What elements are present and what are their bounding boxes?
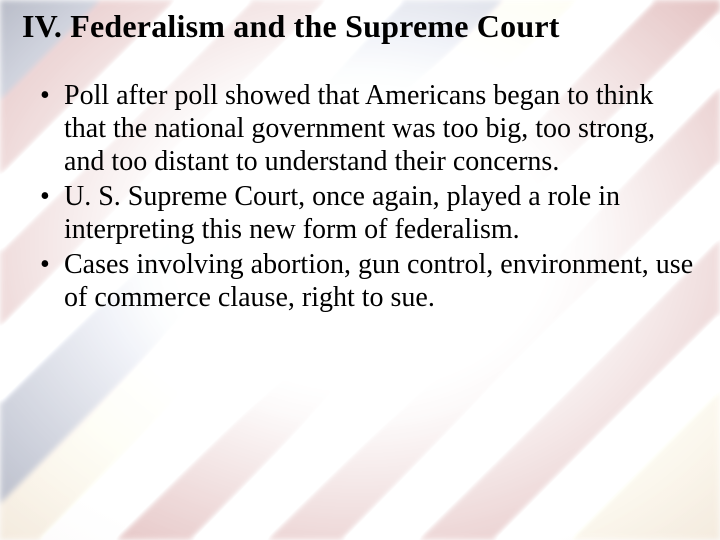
list-item: Cases involving abortion, gun control, e… [40, 248, 698, 314]
list-item: Poll after poll showed that Americans be… [40, 79, 698, 178]
slide-title: IV. Federalism and the Supreme Court [22, 8, 698, 45]
slide-content: IV. Federalism and the Supreme Court Pol… [0, 0, 720, 540]
list-item: U. S. Supreme Court, once again, played … [40, 180, 698, 246]
bullet-list: Poll after poll showed that Americans be… [22, 79, 698, 314]
